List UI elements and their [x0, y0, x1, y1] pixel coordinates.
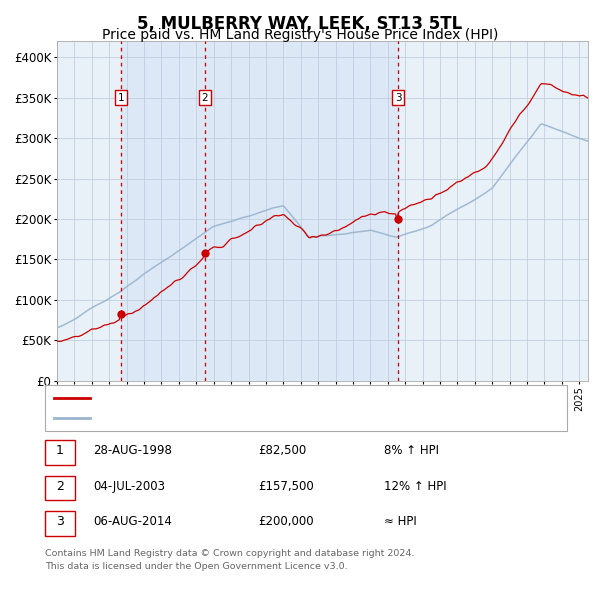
Text: Contains HM Land Registry data © Crown copyright and database right 2024.: Contains HM Land Registry data © Crown c…: [45, 549, 415, 558]
Bar: [121, 41, 205, 381]
Text: 8% ↑ HPI: 8% ↑ HPI: [384, 444, 439, 457]
Text: 5, MULBERRY WAY, LEEK, ST13 5TL: 5, MULBERRY WAY, LEEK, ST13 5TL: [137, 15, 463, 33]
Text: 04-JUL-2003: 04-JUL-2003: [93, 480, 165, 493]
Text: ≈ HPI: ≈ HPI: [384, 515, 417, 528]
Text: 3: 3: [56, 515, 64, 528]
Bar: [205, 41, 398, 381]
Text: £82,500: £82,500: [258, 444, 306, 457]
Text: 28-AUG-1998: 28-AUG-1998: [93, 444, 172, 457]
Text: 2: 2: [202, 93, 208, 103]
Text: 06-AUG-2014: 06-AUG-2014: [93, 515, 172, 528]
Text: £157,500: £157,500: [258, 480, 314, 493]
Text: 1: 1: [118, 93, 124, 103]
Text: 12% ↑ HPI: 12% ↑ HPI: [384, 480, 446, 493]
Text: Price paid vs. HM Land Registry's House Price Index (HPI): Price paid vs. HM Land Registry's House …: [102, 28, 498, 42]
Text: This data is licensed under the Open Government Licence v3.0.: This data is licensed under the Open Gov…: [45, 562, 347, 571]
Text: £200,000: £200,000: [258, 515, 314, 528]
Text: 2: 2: [56, 480, 64, 493]
Text: 3: 3: [395, 93, 401, 103]
Text: 5, MULBERRY WAY, LEEK, ST13 5TL (detached house): 5, MULBERRY WAY, LEEK, ST13 5TL (detache…: [96, 392, 392, 402]
Text: HPI: Average price, detached house, Staffordshire Moorlands: HPI: Average price, detached house, Staf…: [96, 413, 436, 423]
Text: 1: 1: [56, 444, 64, 457]
